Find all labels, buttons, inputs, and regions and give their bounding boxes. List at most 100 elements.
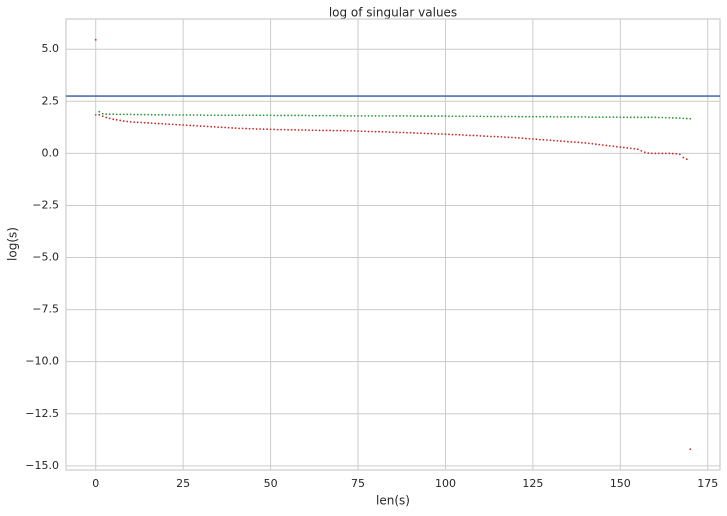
x-tick-label: 0 — [92, 477, 99, 490]
point — [325, 129, 328, 132]
point — [538, 115, 541, 118]
point — [542, 115, 545, 118]
point — [458, 115, 461, 118]
point — [497, 115, 499, 118]
point — [640, 116, 643, 119]
point — [531, 115, 534, 118]
point — [213, 126, 216, 128]
point — [360, 130, 363, 133]
point — [294, 128, 296, 131]
point — [668, 152, 671, 155]
point — [524, 115, 527, 118]
point — [290, 114, 293, 117]
point — [357, 114, 359, 117]
point — [248, 127, 251, 130]
point — [566, 140, 569, 143]
point — [217, 126, 220, 129]
point — [105, 116, 108, 119]
point — [514, 136, 517, 139]
point — [518, 137, 520, 139]
point — [615, 116, 618, 119]
point — [122, 120, 125, 122]
point — [528, 137, 531, 140]
point — [217, 114, 220, 117]
point — [262, 114, 265, 117]
point — [605, 116, 608, 119]
point — [423, 115, 426, 117]
point — [381, 114, 384, 117]
chart-title: log of singular values — [329, 6, 457, 20]
point — [636, 148, 639, 151]
point — [287, 128, 289, 131]
point — [416, 115, 419, 117]
point — [364, 114, 366, 117]
point — [304, 129, 307, 131]
point — [577, 141, 580, 144]
point — [311, 129, 314, 132]
point — [671, 117, 674, 119]
point — [434, 132, 436, 135]
point — [311, 114, 314, 117]
point — [402, 131, 405, 134]
point — [483, 135, 485, 137]
point — [682, 117, 685, 120]
point — [626, 116, 629, 119]
point — [664, 116, 667, 119]
y-tick-label: 0.0 — [42, 146, 60, 159]
point — [556, 139, 559, 142]
point — [538, 138, 541, 141]
point — [143, 121, 146, 124]
point — [584, 116, 587, 118]
point — [224, 114, 227, 117]
point — [399, 131, 401, 134]
point — [196, 124, 199, 127]
point — [395, 114, 398, 117]
point — [322, 114, 324, 117]
point — [315, 129, 317, 132]
point — [570, 116, 573, 118]
point — [511, 115, 513, 118]
point — [643, 151, 646, 154]
point — [140, 113, 143, 116]
point — [210, 114, 213, 117]
point — [332, 129, 335, 132]
point — [206, 114, 209, 117]
point — [490, 135, 492, 138]
point — [675, 152, 678, 155]
point — [199, 125, 202, 127]
point — [483, 115, 485, 118]
point — [119, 113, 122, 116]
point — [147, 122, 150, 124]
point — [420, 115, 422, 117]
point — [238, 127, 241, 130]
point — [448, 115, 450, 118]
point — [647, 152, 650, 155]
point — [350, 114, 352, 117]
point — [458, 133, 461, 136]
point — [580, 141, 583, 144]
point — [531, 138, 534, 140]
point — [671, 152, 674, 155]
point — [206, 125, 209, 128]
point — [115, 118, 118, 121]
point — [266, 128, 268, 131]
point — [661, 116, 664, 119]
point — [535, 115, 538, 118]
point — [378, 114, 380, 117]
point — [157, 113, 160, 116]
point — [486, 115, 489, 118]
point — [339, 129, 342, 132]
point — [283, 114, 286, 117]
point — [231, 114, 234, 117]
point — [591, 142, 594, 145]
point — [185, 114, 188, 116]
point — [329, 114, 331, 117]
y-tick-label: −7.5 — [32, 303, 59, 316]
point — [657, 152, 660, 155]
point — [413, 132, 415, 134]
point — [486, 135, 489, 138]
point — [269, 128, 272, 131]
point — [479, 134, 482, 137]
point — [511, 136, 513, 139]
point — [514, 115, 517, 118]
